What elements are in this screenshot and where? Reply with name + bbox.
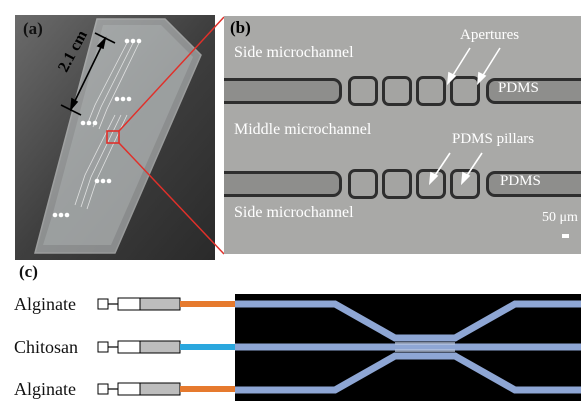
pdms-pillars-label: PDMS pillars bbox=[452, 131, 535, 147]
pdms-pillar bbox=[348, 76, 378, 106]
scale-bar bbox=[562, 234, 569, 238]
inlet-label-chitosan: Chitosan bbox=[14, 337, 79, 357]
apertures-label: Apertures bbox=[460, 27, 520, 43]
highlight-box bbox=[106, 130, 120, 144]
side-channel-top bbox=[224, 78, 342, 104]
micrograph: (b) Side microchannel Middle microchanne… bbox=[224, 16, 581, 254]
panel-b-label: (b) bbox=[230, 18, 251, 37]
side-microchannel-top-label: Side microchannel bbox=[234, 44, 354, 61]
middle-microchannel-label: Middle microchannel bbox=[234, 121, 372, 138]
panel-c-label: (c) bbox=[19, 262, 38, 281]
side-channel-bottom bbox=[224, 171, 342, 197]
dimension-arrow bbox=[60, 32, 116, 116]
syringe-icon bbox=[97, 340, 181, 354]
inlet-label-alginate-top: Alginate bbox=[14, 294, 76, 314]
channel-network bbox=[235, 300, 581, 394]
pdms-pillar bbox=[450, 76, 480, 106]
scale-label: 50 μm bbox=[542, 210, 578, 225]
side-microchannel-bottom-label: Side microchannel bbox=[234, 204, 354, 221]
pdms-pillar bbox=[348, 169, 378, 199]
pdms-pillar bbox=[382, 76, 412, 106]
panel-a-label: (a) bbox=[23, 19, 43, 38]
syringe-icon bbox=[97, 297, 181, 311]
pdms-block-bottom bbox=[486, 171, 581, 197]
inlet-label-alginate-bottom: Alginate bbox=[14, 379, 76, 399]
pdms-label-bottom: PDMS bbox=[500, 173, 541, 189]
pdms-pillar bbox=[382, 169, 412, 199]
annotation-arrows bbox=[428, 47, 569, 238]
pdms-block-top bbox=[486, 78, 581, 104]
pdms-label-top: PDMS bbox=[498, 80, 539, 96]
microfluidic-chip-schematic bbox=[235, 294, 581, 401]
syringe-icon bbox=[97, 382, 181, 396]
pdms-pillar bbox=[416, 76, 446, 106]
